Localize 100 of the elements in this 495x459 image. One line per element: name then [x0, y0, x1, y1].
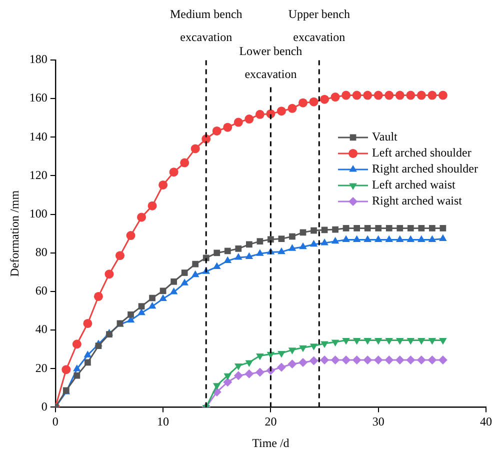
x-tick-label: 10	[157, 414, 170, 429]
legend-label: Vault	[372, 130, 398, 144]
y-tick-label: 100	[29, 206, 48, 220]
point	[224, 248, 231, 254]
point	[169, 168, 178, 177]
point	[406, 338, 415, 345]
y-tick-label: 120	[29, 168, 48, 182]
point	[180, 158, 190, 168]
point	[149, 294, 156, 302]
point	[256, 238, 264, 244]
point	[309, 97, 318, 106]
point	[276, 106, 286, 116]
point	[428, 90, 437, 100]
point	[84, 350, 92, 358]
point	[223, 378, 232, 387]
point	[363, 355, 372, 364]
point	[245, 360, 254, 367]
point	[244, 114, 254, 124]
point	[138, 303, 145, 310]
point	[396, 235, 404, 242]
point	[288, 359, 297, 368]
point	[298, 358, 308, 367]
point	[330, 355, 340, 364]
point	[407, 225, 414, 232]
point	[332, 226, 338, 233]
point	[72, 340, 82, 349]
x-tick-label: 30	[372, 414, 384, 429]
point	[374, 90, 383, 100]
point	[95, 342, 102, 350]
point	[440, 225, 446, 232]
legend-label: Left arched waist	[372, 178, 456, 192]
point	[224, 256, 232, 264]
point	[418, 235, 426, 242]
point	[74, 372, 80, 379]
point	[364, 225, 371, 232]
point	[170, 278, 177, 285]
point	[191, 270, 200, 278]
point	[256, 249, 264, 256]
ref-line-label: Upper bench excavation	[288, 7, 350, 44]
legend-label: Right arched shoulder	[372, 162, 478, 176]
point	[190, 144, 200, 154]
point	[170, 288, 178, 294]
point	[330, 92, 340, 102]
point	[342, 90, 351, 100]
point	[331, 236, 340, 244]
point	[428, 225, 436, 232]
point	[278, 247, 286, 254]
point	[352, 355, 362, 364]
point	[374, 235, 382, 242]
point	[374, 355, 383, 364]
point	[320, 238, 328, 246]
y-axis-title: Deformation /mm	[7, 190, 22, 277]
point	[223, 122, 232, 132]
point	[309, 356, 318, 366]
point	[438, 90, 448, 100]
point	[354, 225, 360, 232]
point	[299, 345, 307, 352]
point	[255, 110, 264, 119]
point	[62, 365, 71, 374]
point	[320, 355, 330, 364]
point	[384, 90, 394, 100]
point	[416, 355, 426, 364]
point	[352, 90, 362, 100]
point	[104, 270, 114, 279]
point	[212, 262, 221, 270]
point	[352, 338, 361, 345]
point	[94, 292, 103, 301]
point	[439, 234, 447, 242]
point	[342, 235, 350, 242]
y-tick-label: 40	[35, 322, 48, 336]
y-tick-label: 140	[29, 129, 48, 144]
point	[212, 383, 221, 390]
point	[428, 235, 436, 242]
point	[364, 235, 372, 242]
point	[276, 362, 286, 372]
point	[310, 240, 318, 247]
point	[298, 98, 308, 108]
point	[375, 225, 382, 232]
point	[73, 364, 81, 372]
legend-label: Left arched shoulder	[372, 146, 472, 160]
point	[235, 245, 242, 252]
point	[212, 126, 222, 136]
point	[245, 252, 254, 259]
point	[288, 244, 296, 251]
point	[416, 90, 426, 100]
point	[320, 341, 328, 348]
y-tick-label: 20	[35, 360, 48, 375]
point	[255, 368, 264, 377]
point	[395, 355, 404, 364]
point	[246, 241, 252, 248]
point	[256, 353, 264, 360]
point	[278, 236, 285, 242]
legend-label: Right arched waist	[372, 194, 463, 208]
point	[234, 253, 242, 260]
point	[396, 338, 404, 345]
point	[342, 355, 351, 364]
ref-line-label: Lower bench excavation	[239, 44, 302, 82]
point	[224, 373, 232, 380]
point	[126, 231, 136, 240]
point	[115, 251, 124, 260]
